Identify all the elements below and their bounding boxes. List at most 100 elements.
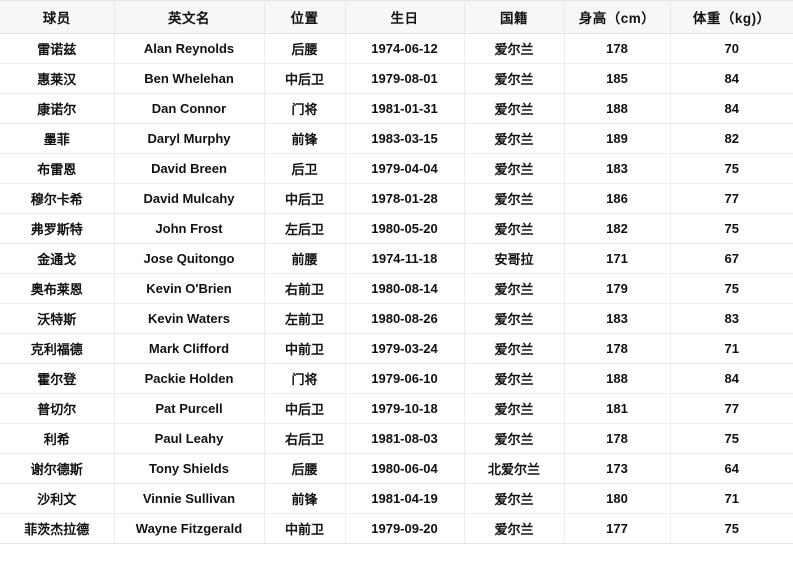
column-header-weight: 体重（kg)） bbox=[670, 0, 793, 34]
table-row: 菲茨杰拉德 Wayne Fitzgerald 中前卫 1979-09-20 爱尔兰 177… bbox=[0, 513, 793, 544]
cell-english: Mark Clifford bbox=[114, 333, 265, 364]
cell-birthday: 1980-08-26 bbox=[345, 303, 465, 334]
cell-english: Wayne Fitzgerald bbox=[114, 513, 265, 544]
cell-player: 普切尔 bbox=[0, 393, 115, 424]
cell-position: 前锋 bbox=[264, 483, 346, 514]
cell-birthday: 1981-04-19 bbox=[345, 483, 465, 514]
cell-birthday: 1981-08-03 bbox=[345, 423, 465, 454]
cell-weight: 70 bbox=[670, 33, 793, 64]
cell-weight: 77 bbox=[670, 183, 793, 214]
table-row: 克利福德 Mark Clifford 中前卫 1979-03-24 爱尔兰 178 71 bbox=[0, 333, 793, 364]
column-header-birthday: 生日 bbox=[345, 0, 465, 34]
cell-player: 霍尔登 bbox=[0, 363, 115, 394]
cell-english: Kevin O'Brien bbox=[114, 273, 265, 304]
player-roster-table: 球员 英文名 位置 生日 国籍 身高（cm） 体重（kg)） 雷诺兹 Alan R… bbox=[0, 0, 793, 544]
cell-height: 181 bbox=[564, 393, 671, 424]
table-row: 墨菲 Daryl Murphy 前锋 1983-03-15 爱尔兰 189 82 bbox=[0, 123, 793, 154]
cell-nationality: 爱尔兰 bbox=[464, 303, 565, 334]
column-header-height: 身高（cm） bbox=[564, 0, 671, 34]
cell-birthday: 1979-09-20 bbox=[345, 513, 465, 544]
cell-birthday: 1980-06-04 bbox=[345, 453, 465, 484]
table-row: 普切尔 Pat Purcell 中后卫 1979-10-18 爱尔兰 181 77 bbox=[0, 393, 793, 424]
cell-nationality: 爱尔兰 bbox=[464, 513, 565, 544]
cell-height: 188 bbox=[564, 363, 671, 394]
cell-player: 菲茨杰拉德 bbox=[0, 513, 115, 544]
cell-height: 178 bbox=[564, 423, 671, 454]
cell-weight: 84 bbox=[670, 363, 793, 394]
cell-weight: 71 bbox=[670, 333, 793, 364]
table-row: 谢尔德斯 Tony Shields 后腰 1980-06-04 北爱尔兰 173 64 bbox=[0, 453, 793, 484]
cell-height: 177 bbox=[564, 513, 671, 544]
cell-nationality: 爱尔兰 bbox=[464, 363, 565, 394]
cell-english: Tony Shields bbox=[114, 453, 265, 484]
cell-position: 后腰 bbox=[264, 453, 346, 484]
cell-height: 183 bbox=[564, 303, 671, 334]
cell-position: 中后卫 bbox=[264, 183, 346, 214]
cell-position: 中前卫 bbox=[264, 333, 346, 364]
table-row: 惠莱汉 Ben Whelehan 中后卫 1979-08-01 爱尔兰 185 84 bbox=[0, 63, 793, 94]
cell-height: 182 bbox=[564, 213, 671, 244]
column-header-english-name: 英文名 bbox=[114, 0, 265, 34]
cell-position: 前锋 bbox=[264, 123, 346, 154]
cell-weight: 82 bbox=[670, 123, 793, 154]
cell-nationality: 北爱尔兰 bbox=[464, 453, 565, 484]
cell-birthday: 1974-11-18 bbox=[345, 243, 465, 274]
cell-birthday: 1979-04-04 bbox=[345, 153, 465, 184]
cell-player: 墨菲 bbox=[0, 123, 115, 154]
cell-birthday: 1979-03-24 bbox=[345, 333, 465, 364]
cell-position: 后腰 bbox=[264, 33, 346, 64]
cell-nationality: 爱尔兰 bbox=[464, 213, 565, 244]
cell-position: 中后卫 bbox=[264, 63, 346, 94]
cell-weight: 75 bbox=[670, 213, 793, 244]
cell-birthday: 1980-05-20 bbox=[345, 213, 465, 244]
cell-nationality: 爱尔兰 bbox=[464, 483, 565, 514]
cell-position: 中前卫 bbox=[264, 513, 346, 544]
cell-nationality: 爱尔兰 bbox=[464, 183, 565, 214]
cell-position: 右前卫 bbox=[264, 273, 346, 304]
cell-nationality: 爱尔兰 bbox=[464, 33, 565, 64]
cell-player: 康诺尔 bbox=[0, 93, 115, 124]
cell-english: Paul Leahy bbox=[114, 423, 265, 454]
cell-height: 171 bbox=[564, 243, 671, 274]
cell-weight: 75 bbox=[670, 513, 793, 544]
cell-height: 180 bbox=[564, 483, 671, 514]
cell-english: Pat Purcell bbox=[114, 393, 265, 424]
table-row: 弗罗斯特 John Frost 左后卫 1980-05-20 爱尔兰 182 75 bbox=[0, 213, 793, 244]
cell-height: 186 bbox=[564, 183, 671, 214]
cell-nationality: 爱尔兰 bbox=[464, 423, 565, 454]
cell-weight: 67 bbox=[670, 243, 793, 274]
cell-nationality: 安哥拉 bbox=[464, 243, 565, 274]
cell-position: 前腰 bbox=[264, 243, 346, 274]
cell-english: John Frost bbox=[114, 213, 265, 244]
cell-position: 门将 bbox=[264, 93, 346, 124]
table-header: 球员 英文名 位置 生日 国籍 身高（cm） 体重（kg)） bbox=[0, 0, 793, 34]
cell-height: 178 bbox=[564, 33, 671, 64]
cell-height: 189 bbox=[564, 123, 671, 154]
cell-english: Daryl Murphy bbox=[114, 123, 265, 154]
cell-player: 穆尔卡希 bbox=[0, 183, 115, 214]
column-header-nationality: 国籍 bbox=[464, 0, 565, 34]
cell-player: 雷诺兹 bbox=[0, 33, 115, 64]
column-header-position: 位置 bbox=[264, 0, 346, 34]
cell-height: 173 bbox=[564, 453, 671, 484]
cell-weight: 75 bbox=[670, 153, 793, 184]
cell-birthday: 1979-10-18 bbox=[345, 393, 465, 424]
table-row: 康诺尔 Dan Connor 门将 1981-01-31 爱尔兰 188 84 bbox=[0, 93, 793, 124]
table-row: 霍尔登 Packie Holden 门将 1979-06-10 爱尔兰 188 84 bbox=[0, 363, 793, 394]
cell-height: 183 bbox=[564, 153, 671, 184]
cell-player: 奥布莱恩 bbox=[0, 273, 115, 304]
table-row: 利希 Paul Leahy 右后卫 1981-08-03 爱尔兰 178 75 bbox=[0, 423, 793, 454]
cell-birthday: 1980-08-14 bbox=[345, 273, 465, 304]
table-row: 金通戈 Jose Quitongo 前腰 1974-11-18 安哥拉 171 67 bbox=[0, 243, 793, 274]
cell-player: 利希 bbox=[0, 423, 115, 454]
table-row: 沙利文 Vinnie Sullivan 前锋 1981-04-19 爱尔兰 180 71 bbox=[0, 483, 793, 514]
cell-player: 弗罗斯特 bbox=[0, 213, 115, 244]
table-row: 布雷恩 David Breen 后卫 1979-04-04 爱尔兰 183 75 bbox=[0, 153, 793, 184]
cell-weight: 83 bbox=[670, 303, 793, 334]
table-body: 雷诺兹 Alan Reynolds 后腰 1974-06-12 爱尔兰 178 70 惠莱汉 B… bbox=[0, 33, 793, 544]
cell-weight: 75 bbox=[670, 423, 793, 454]
cell-position: 中后卫 bbox=[264, 393, 346, 424]
cell-nationality: 爱尔兰 bbox=[464, 93, 565, 124]
table-row: 穆尔卡希 David Mulcahy 中后卫 1978-01-28 爱尔兰 186 77 bbox=[0, 183, 793, 214]
cell-nationality: 爱尔兰 bbox=[464, 123, 565, 154]
